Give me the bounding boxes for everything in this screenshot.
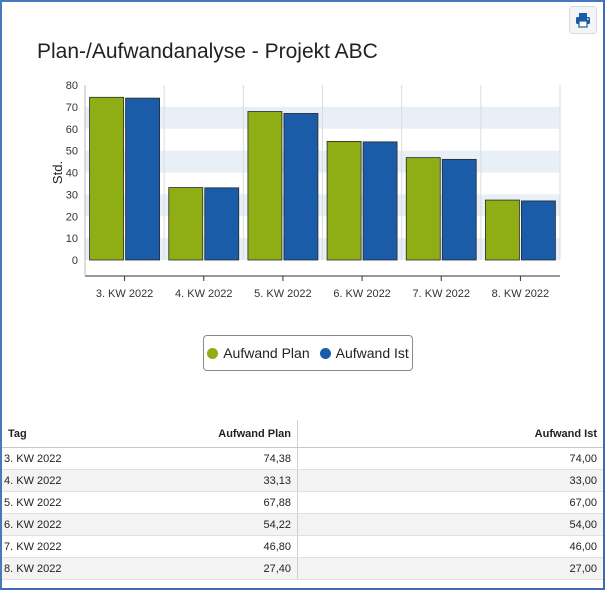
legend-label-plan: Aufwand Plan <box>223 345 310 361</box>
bar-ist <box>521 200 556 261</box>
y-tick-label: 0 <box>72 255 78 267</box>
cell-ist: 74,00 <box>297 447 603 470</box>
y-tick-label: 60 <box>66 124 78 136</box>
bar-plan <box>485 199 520 261</box>
cell-plan: 74,38 <box>144 447 298 470</box>
y-tick-label: 30 <box>66 189 78 201</box>
cell-tag: 5. KW 2022 <box>2 491 144 514</box>
table-row: 7. KW 2022 46,80 46,00 <box>2 535 603 558</box>
chart-legend: Aufwand Plan Aufwand Ist <box>203 335 413 371</box>
y-tick-label: 50 <box>66 146 78 158</box>
cell-tag: 4. KW 2022 <box>2 469 144 492</box>
cell-tag: 6. KW 2022 <box>2 513 144 536</box>
bar-plan <box>326 140 362 261</box>
x-tick-label: 5. KW 2022 <box>254 288 311 300</box>
legend-item-plan[interactable]: Aufwand Plan <box>207 345 310 361</box>
column-header-ist[interactable]: Aufwand Ist <box>297 420 603 448</box>
x-tick-label: 6. KW 2022 <box>333 288 390 300</box>
y-tick-label: 20 <box>66 211 78 223</box>
table-row: 4. KW 2022 33,13 33,00 <box>2 469 603 492</box>
bar-plan <box>247 111 283 261</box>
page-title: Plan-/Aufwandanalyse - Projekt ABC <box>37 40 378 63</box>
table-header-row: Tag Aufwand Plan Aufwand Ist <box>2 420 603 448</box>
x-tick-label: 4. KW 2022 <box>175 288 232 300</box>
data-table: Tag Aufwand Plan Aufwand Ist 3. KW 2022 7… <box>2 420 603 580</box>
cell-plan: 54,22 <box>144 513 298 536</box>
cell-ist: 54,00 <box>297 513 603 536</box>
bar-plan <box>405 157 441 261</box>
x-tick-label: 3. KW 2022 <box>96 288 153 300</box>
legend-item-ist[interactable]: Aufwand Ist <box>319 345 409 361</box>
bar-chart: 0 10 20 30 40 50 60 70 80 Std. 3. KW 2022 4. KW 202… <box>50 80 561 300</box>
cell-ist: 33,00 <box>297 469 603 492</box>
bar-ist <box>204 187 240 261</box>
legend-marker-ist <box>319 347 331 359</box>
bar-ist <box>362 141 398 261</box>
cell-plan: 27,40 <box>144 557 298 580</box>
table-row: 6. KW 2022 54,22 54,00 <box>2 513 603 536</box>
legend-marker-plan <box>207 347 219 359</box>
cell-ist: 67,00 <box>297 491 603 514</box>
printer-icon <box>576 13 590 28</box>
cell-ist: 46,00 <box>297 535 603 558</box>
column-header-plan[interactable]: Aufwand Plan <box>144 420 298 448</box>
y-axis-title: Std. <box>50 161 65 184</box>
data-table-container: Tag Aufwand Plan Aufwand Ist 3. KW 2022 7… <box>2 420 603 580</box>
cell-plan: 67,88 <box>144 491 298 514</box>
x-tick-label: 7. KW 2022 <box>413 288 470 300</box>
bar-plan <box>168 187 204 261</box>
print-button[interactable] <box>569 6 597 34</box>
table-row: 5. KW 2022 67,88 67,00 <box>2 491 603 514</box>
bar-plan <box>89 96 124 261</box>
column-header-tag[interactable]: Tag <box>2 420 144 448</box>
cell-plan: 33,13 <box>144 469 298 492</box>
y-tick-label: 70 <box>66 102 78 114</box>
y-tick-label: 40 <box>66 168 78 180</box>
cell-tag: 8. KW 2022 <box>2 557 144 580</box>
bar-ist <box>283 113 319 261</box>
legend-label-ist: Aufwand Ist <box>335 345 409 361</box>
bar-ist <box>441 158 477 261</box>
x-tick-label: 8. KW 2022 <box>492 288 549 300</box>
table-row: 8. KW 2022 27,40 27,00 <box>2 557 603 580</box>
table-row: 3. KW 2022 74,38 74,00 <box>2 447 603 470</box>
cell-tag: 3. KW 2022 <box>2 447 144 470</box>
y-tick-label: 10 <box>66 233 78 245</box>
bar-ist <box>125 97 160 261</box>
y-tick-label: 80 <box>66 80 78 92</box>
cell-ist: 27,00 <box>297 557 603 580</box>
cell-plan: 46,80 <box>144 535 298 558</box>
cell-tag: 7. KW 2022 <box>2 535 144 558</box>
